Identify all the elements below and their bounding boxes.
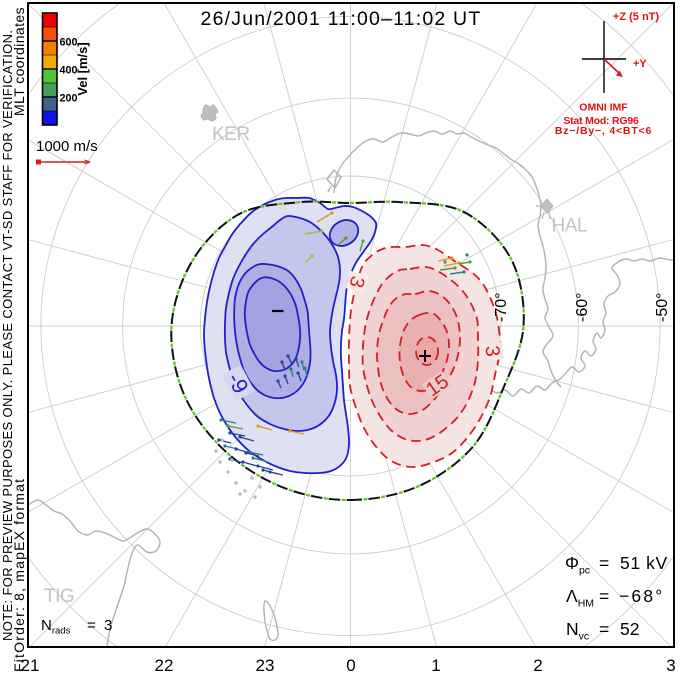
svg-text:600: 600 [60, 36, 78, 48]
svg-text:HAL: HAL [552, 216, 587, 237]
svg-text:Vel [m/s]: Vel [m/s] [75, 42, 90, 95]
svg-text:-50°: -50° [654, 292, 671, 322]
svg-text:400: 400 [60, 64, 78, 76]
svg-text:=: = [599, 586, 609, 606]
svg-text:51 kV: 51 kV [620, 553, 668, 573]
svg-text:1000 m/s: 1000 m/s [36, 138, 98, 155]
svg-text:TIG: TIG [44, 586, 74, 607]
svg-text:NOTE: FOR PREVIEW PURPOSES ONL: NOTE: FOR PREVIEW PURPOSES ONLY. PLEASE … [0, 30, 15, 641]
svg-text:23: 23 [256, 656, 275, 674]
svg-text:KER: KER [212, 124, 250, 145]
svg-text:-60°: -60° [574, 292, 591, 322]
svg-text:Bz−/By−, 4<BT<6: Bz−/By−, 4<BT<6 [555, 125, 652, 137]
svg-text:3: 3 [481, 345, 504, 358]
svg-text:200: 200 [60, 92, 78, 104]
svg-text:=: = [599, 619, 609, 639]
svg-text:Stat Mod: RG96: Stat Mod: RG96 [563, 115, 639, 127]
svg-text:+Y: +Y [633, 58, 647, 70]
svg-text:1: 1 [431, 656, 440, 674]
svg-text:52: 52 [620, 619, 639, 639]
svg-text:26/Jun/2001 11:00–11:02 UT: 26/Jun/2001 11:00–11:02 UT [201, 8, 482, 30]
svg-text:0: 0 [346, 656, 355, 674]
svg-text:=: = [599, 553, 609, 573]
svg-text:−68°: −68° [619, 586, 664, 606]
svg-text:FitOrder: 8, mapEX format: FitOrder: 8, mapEX format [11, 478, 27, 672]
svg-text:2: 2 [533, 656, 542, 674]
svg-text:OMNI IMF: OMNI IMF [579, 102, 628, 114]
svg-text:3: 3 [666, 656, 675, 674]
svg-text:3: 3 [344, 274, 368, 290]
svg-text:-70°: -70° [493, 292, 510, 322]
svg-text:22: 22 [155, 656, 174, 674]
svg-text:MLT coordinates: MLT coordinates [11, 7, 27, 116]
svg-text:=: = [87, 617, 96, 634]
svg-text:+Z (5 nT): +Z (5 nT) [613, 11, 659, 23]
svg-text:21: 21 [21, 656, 40, 674]
svg-text:3: 3 [104, 617, 112, 634]
